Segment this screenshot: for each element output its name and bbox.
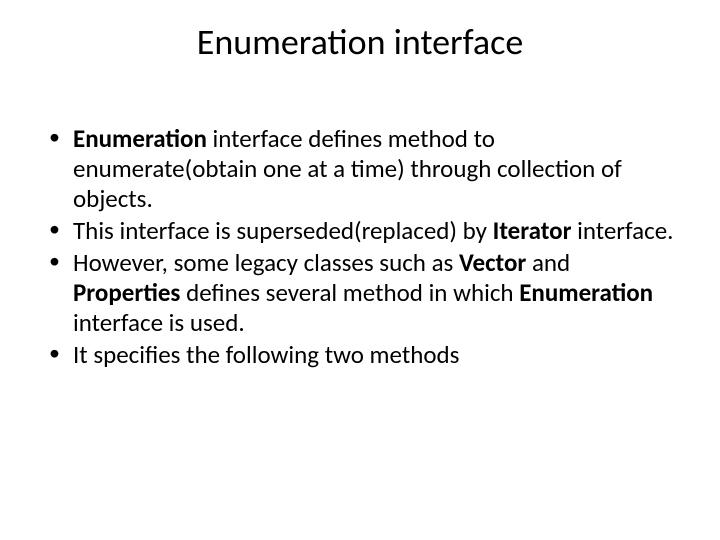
list-item: Enumeration interface defines method to … [45,124,680,214]
text-run-bold: Iterator [493,215,572,246]
text-run: It specifies the following two methods [73,339,459,370]
text-run-bold: Enumeration [73,123,207,154]
list-item: This interface is superseded(replaced) b… [45,216,680,246]
text-run-bold: Properties [73,277,180,308]
slide-title: Enumeration interface [40,20,680,64]
text-run: and [526,247,570,278]
text-run: interface. [571,215,673,246]
text-run: defines several method in which [180,277,519,308]
text-run-bold: Enumeration [519,277,653,308]
list-item: It specifies the following two methods [45,340,680,370]
bullet-list: Enumeration interface defines method to … [45,124,680,370]
text-run: However, some legacy classes such as [73,247,459,278]
list-item: However, some legacy classes such as Vec… [45,248,680,338]
text-run-bold: Vector [459,247,526,278]
slide-container: Enumeration interface Enumeration interf… [0,0,720,540]
text-run: interface is used. [73,307,245,338]
text-run: This interface is superseded(replaced) b… [73,215,493,246]
